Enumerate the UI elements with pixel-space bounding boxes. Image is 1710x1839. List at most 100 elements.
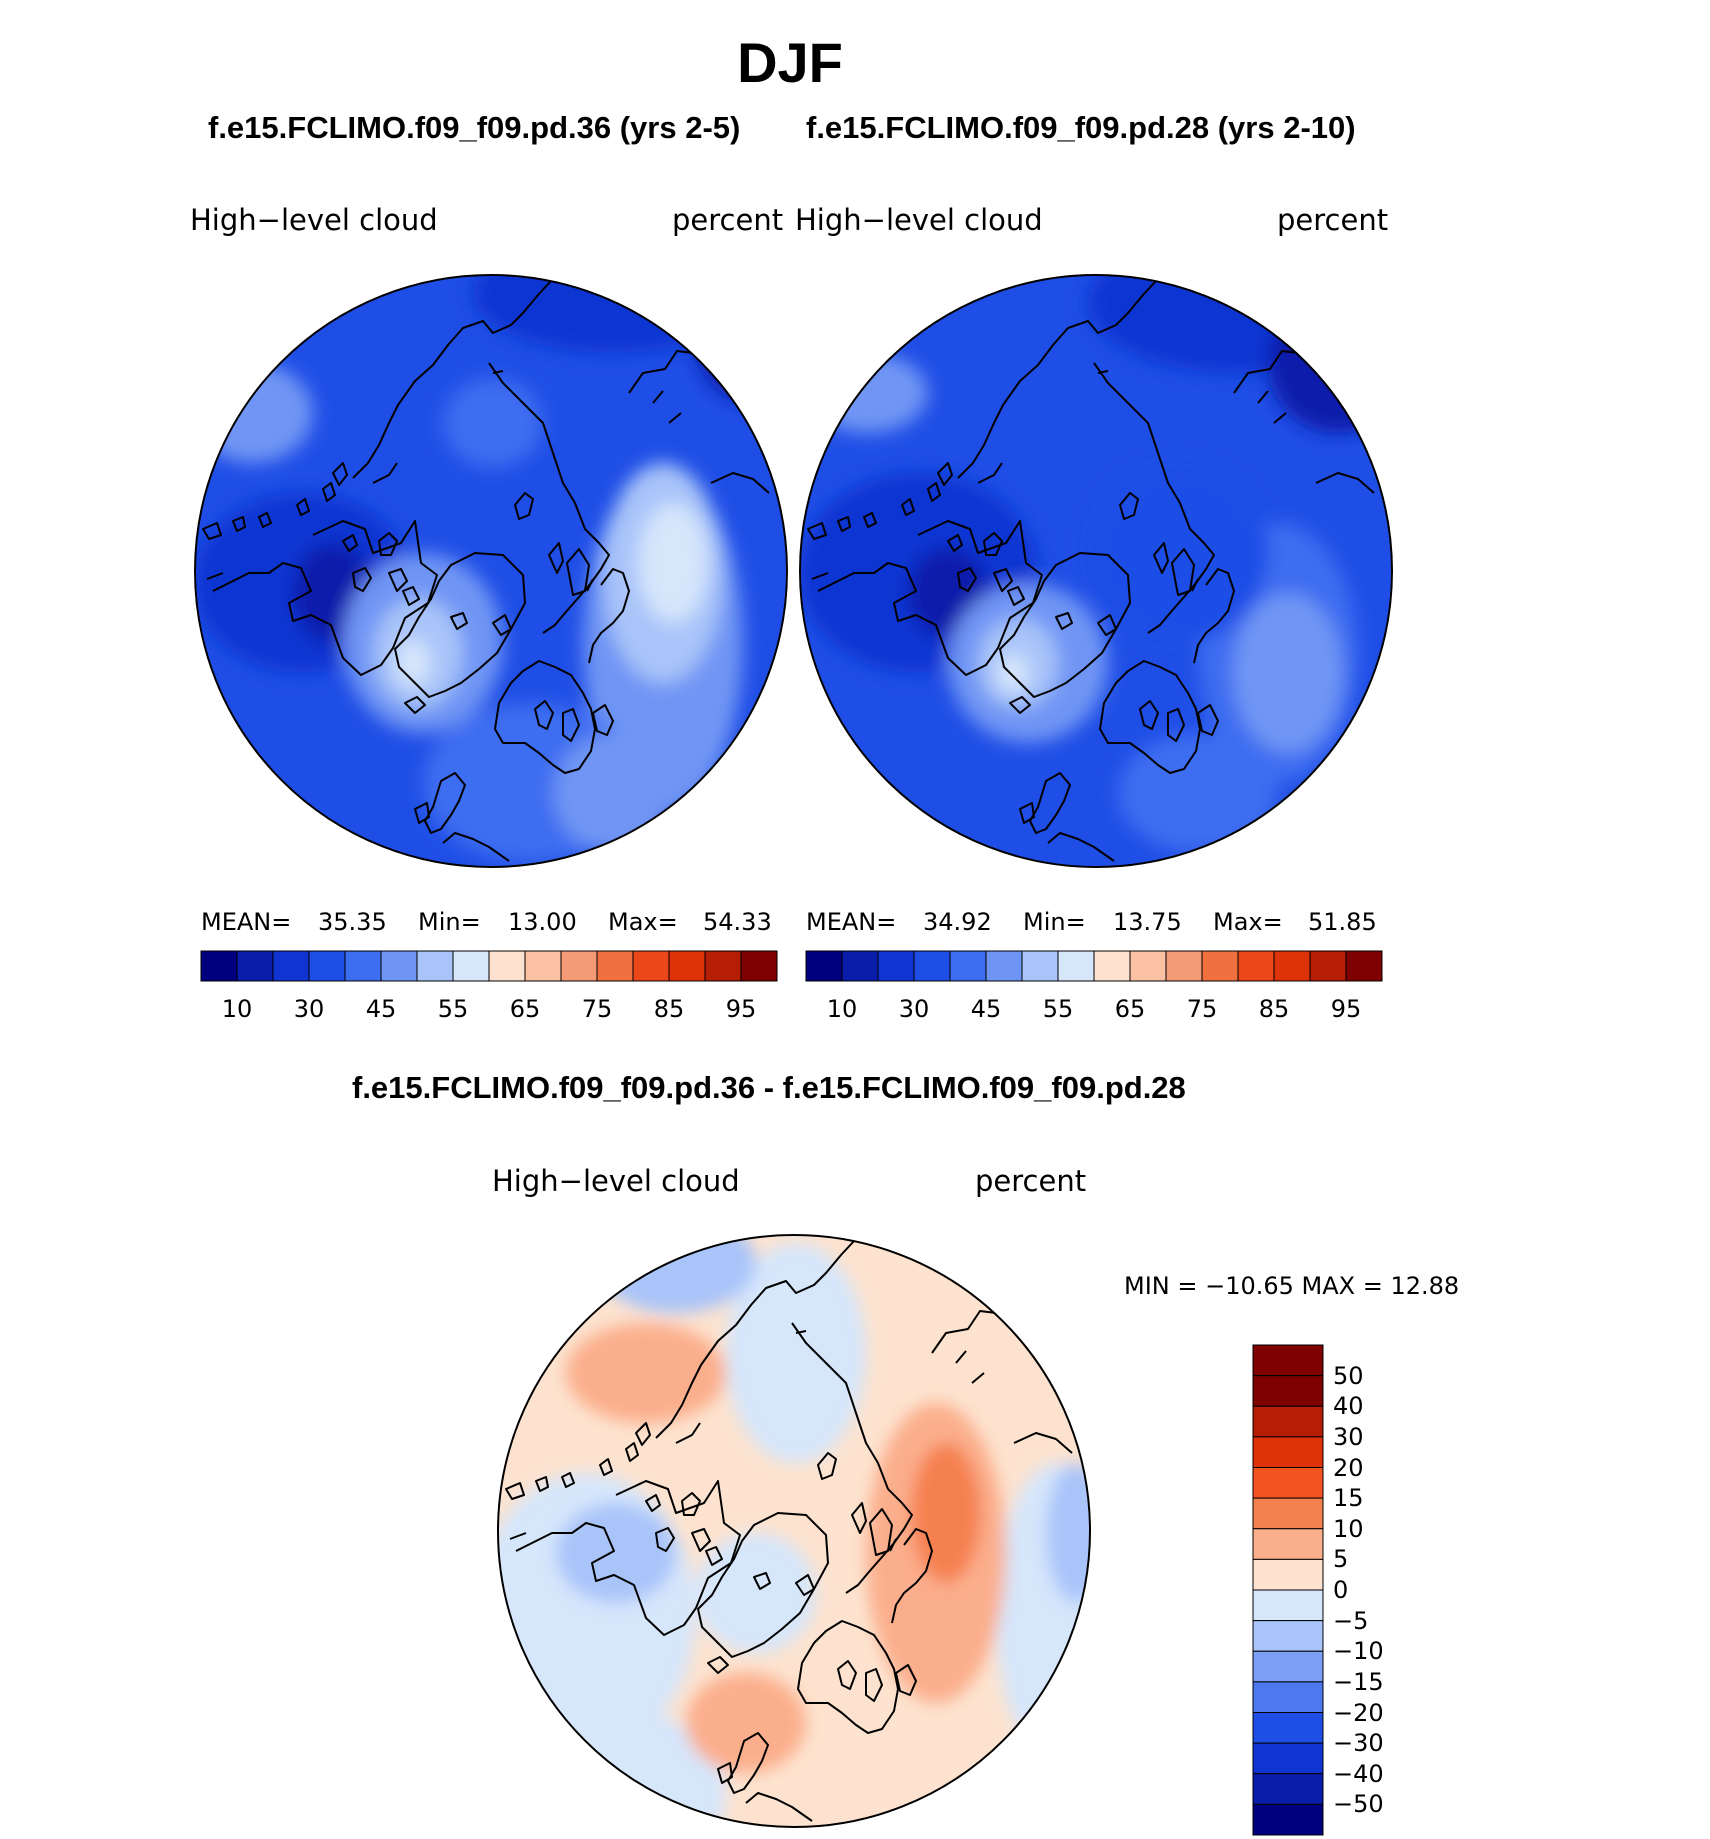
left-contour-europe-peak: [638, 503, 708, 623]
diff-colorbar-tick: −40: [1333, 1759, 1384, 1788]
diff-contour-scandinavia-pos: [686, 1673, 806, 1773]
right-colorbar-tick: 85: [1258, 995, 1290, 1023]
left-colorbar-swatch: [596, 950, 634, 982]
right-colorbar-swatch: [1273, 950, 1311, 982]
right-coastlines: [807, 280, 1375, 862]
right-mean-value: 34.92: [923, 908, 992, 936]
right-variable-label: High−level cloud: [795, 203, 1043, 237]
diff-colorbar-swatch: [1252, 1405, 1324, 1438]
diff-colorbar-swatch: [1252, 1528, 1324, 1560]
left-contour-siberia-east: [473, 275, 753, 353]
diff-colorbar-tick: 40: [1333, 1392, 1364, 1421]
left-colorbar-swatch: [740, 950, 778, 982]
right-colorbar-tick: 55: [1042, 995, 1074, 1023]
left-colorbar-swatch: [668, 950, 706, 982]
diff-polar-map: [497, 1234, 1091, 1828]
left-colorbar-swatch: [416, 950, 454, 982]
diff-contour-pole-neg: [726, 1243, 866, 1463]
diff-colorbar-swatch: [1252, 1742, 1324, 1775]
right-colorbar-swatch: [985, 950, 1023, 982]
right-contour-scandinavia: [1118, 733, 1278, 853]
left-contour-alaska: [195, 363, 313, 463]
left-min-label: Min=: [418, 908, 481, 936]
diff-colorbar-swatch: [1252, 1712, 1324, 1744]
right-colorbar-swatch: [1165, 950, 1203, 982]
right-colorbar-swatch: [1129, 950, 1167, 982]
diff-contour-europe-pos2: [911, 1443, 981, 1583]
right-mean-label: MEAN=: [806, 908, 897, 936]
left-colorbar-swatch: [524, 950, 562, 982]
right-colorbar-tick: 65: [1114, 995, 1146, 1023]
left-colorbar: [200, 950, 778, 982]
diff-colorbar-tick: 30: [1333, 1422, 1364, 1451]
left-colorbar-tick: 45: [365, 995, 397, 1023]
diff-colorbar-tick: −15: [1333, 1667, 1384, 1696]
right-min-label: Min=: [1023, 908, 1086, 936]
right-contour-pole: [1088, 463, 1268, 643]
left-case-title: f.e15.FCLIMO.f09_f09.pd.36 (yrs 2-5): [208, 110, 741, 145]
left-colorbar-swatch: [632, 950, 670, 982]
diff-colorbar-swatch: [1252, 1803, 1324, 1836]
right-contour-alaska: [808, 353, 928, 433]
season-title: DJF: [737, 31, 843, 94]
left-mean-label: MEAN=: [201, 908, 292, 936]
diff-colorbar-tick: 10: [1333, 1514, 1364, 1543]
right-colorbar-tick: 75: [1186, 995, 1218, 1023]
right-colorbar-swatch: [1309, 950, 1347, 982]
right-colorbar-swatch: [841, 950, 879, 982]
left-colorbar-swatch: [200, 950, 238, 982]
right-max-label: Max=: [1213, 908, 1283, 936]
diff-colorbar-swatch: [1252, 1620, 1324, 1652]
right-colorbar-swatch: [805, 950, 843, 982]
left-colorbar-swatch: [344, 950, 382, 982]
left-map-border: [194, 274, 788, 868]
diff-colorbar-swatch: [1252, 1375, 1324, 1407]
left-colorbar-swatch: [704, 950, 742, 982]
right-units-label: percent: [1277, 203, 1389, 237]
diff-colorbar-tick: 5: [1333, 1545, 1349, 1574]
diff-colorbar-swatch: [1252, 1773, 1324, 1805]
right-polar-map: [799, 274, 1393, 868]
left-colorbar-tick: 95: [725, 995, 757, 1023]
right-colorbar-swatch: [1201, 950, 1239, 982]
right-contour-pacific: [1268, 293, 1392, 433]
right-colorbar-swatch: [913, 950, 951, 982]
right-colorbar-tick: 10: [826, 995, 858, 1023]
left-contour-scandinavia: [553, 733, 673, 853]
right-contour-siberia-east: [1088, 275, 1388, 373]
left-colorbar-tick: 75: [581, 995, 613, 1023]
right-case-title: f.e15.FCLIMO.f09_f09.pd.28 (yrs 2-10): [806, 110, 1356, 145]
left-colorbar-swatch: [560, 950, 598, 982]
diff-colorbar-swatch: [1252, 1558, 1324, 1591]
left-colorbar-swatch: [308, 950, 346, 982]
diff-colorbar-tick: −30: [1333, 1729, 1384, 1758]
right-contour-europe-core: [1233, 593, 1343, 753]
left-colorbar-tick: 10: [221, 995, 253, 1023]
diff-contour-hudson-neg: [556, 1503, 676, 1603]
left-contour-greenland-peak: [395, 639, 431, 687]
diff-colorbar-tick: −20: [1333, 1698, 1384, 1727]
left-colorbar-swatch: [452, 950, 490, 982]
left-min-value: 13.00: [508, 908, 577, 936]
right-colorbar: [805, 950, 1383, 982]
right-colorbar-swatch: [949, 950, 987, 982]
diff-colorbar-tick: 20: [1333, 1453, 1364, 1482]
right-map-border: [799, 274, 1393, 868]
right-min-value: 13.75: [1113, 908, 1182, 936]
right-max-value: 51.85: [1308, 908, 1377, 936]
diff-colorbar-swatch: [1252, 1436, 1324, 1468]
diff-contour-siberia-neg: [596, 1235, 756, 1313]
diff-colorbar-tick: −50: [1333, 1790, 1384, 1819]
right-colorbar-tick: 30: [898, 995, 930, 1023]
diff-units-label: percent: [975, 1164, 1087, 1198]
diff-contour-greenland-neg: [696, 1533, 816, 1653]
left-mean-value: 35.35: [318, 908, 387, 936]
right-colorbar-swatch: [1057, 950, 1095, 982]
right-colorbar-swatch: [1093, 950, 1131, 982]
diff-contour-pacific-neg2: [1046, 1463, 1090, 1603]
left-units-label: percent: [672, 203, 784, 237]
left-max-label: Max=: [608, 908, 678, 936]
right-colorbar-tick: 45: [970, 995, 1002, 1023]
diff-colorbar-tick: 0: [1333, 1576, 1349, 1604]
diff-coastlines: [505, 1240, 1073, 1822]
